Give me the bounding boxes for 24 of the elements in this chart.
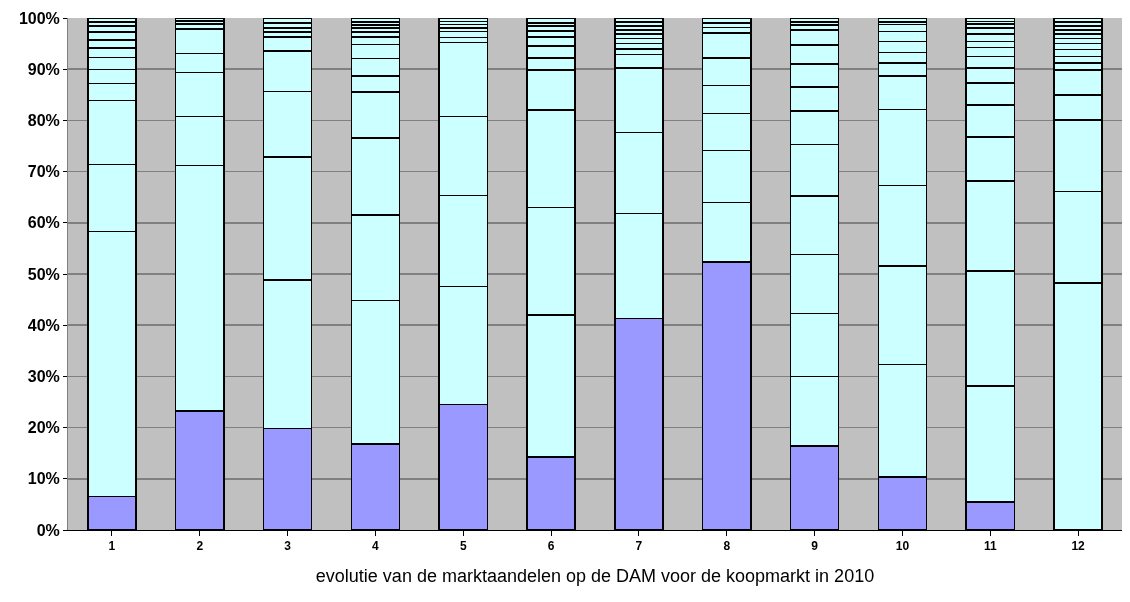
x-tick-label: 8 (723, 539, 731, 554)
y-tick-label: 50% (27, 265, 60, 283)
x-tick-label: 9 (811, 539, 819, 554)
x-tick-label: 4 (372, 539, 380, 554)
x-tick-label: 5 (459, 539, 467, 554)
y-tick-label: 70% (27, 163, 60, 181)
x-tick-label: 11 (983, 539, 997, 554)
x-tick-label: 1 (108, 539, 116, 554)
y-tick-label: 20% (27, 419, 60, 437)
x-tick-label: 3 (284, 539, 292, 554)
x-tick-label: 6 (547, 539, 555, 554)
y-tick-label: 30% (27, 368, 60, 385)
y-tick-label: 10% (27, 470, 60, 488)
x-tick-label: 2 (196, 539, 204, 554)
x-tick-label: 12 (1071, 539, 1086, 554)
x-tick-label: 7 (635, 539, 643, 554)
y-tick-label: 90% (27, 60, 60, 78)
x-tick-label: 10 (895, 539, 910, 554)
y-tick-label: 100% (18, 9, 60, 27)
y-tick-label: 0% (36, 521, 60, 539)
y-tick-label: 60% (27, 214, 60, 232)
y-tick-label: 40% (27, 316, 60, 334)
y-tick-label: 80% (27, 112, 60, 129)
x-axis-title: evolutie van de marktaandelen op de DAM voor de koopmarkt in 2010 (315, 565, 875, 586)
